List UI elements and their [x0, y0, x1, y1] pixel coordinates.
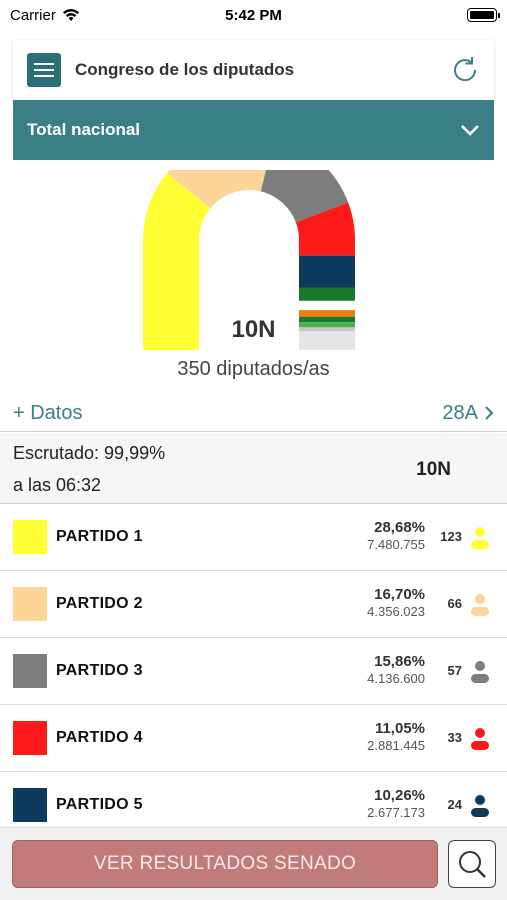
party-seats: 66 [447, 596, 462, 611]
party-votes: 4.356.023 [367, 604, 425, 619]
status-bar: Carrier 5:42 PM [0, 0, 507, 30]
divider [0, 431, 507, 432]
party-percent: 10,26% [374, 787, 425, 804]
party-color-swatch [13, 587, 47, 621]
seat-segment [299, 322, 355, 328]
party-name: PARTIDO 5 [56, 796, 143, 813]
search-button[interactable] [448, 840, 496, 888]
seat-segment [143, 172, 211, 350]
refresh-icon[interactable] [450, 55, 480, 85]
party-votes: 4.136.600 [367, 671, 425, 686]
party-row[interactable]: PARTIDO 1 28,68% 7.480.755 123 [0, 504, 507, 571]
view-senate-results-button[interactable]: VER RESULTADOS SENADO [12, 840, 438, 888]
party-color-swatch [13, 721, 47, 755]
seat-segment [299, 331, 355, 350]
more-data-link[interactable]: + Datos [13, 401, 83, 424]
party-seats: 57 [447, 663, 462, 678]
divider [0, 503, 507, 504]
person-icon [471, 728, 489, 750]
total-seats-label: 350 diputados/as [177, 358, 330, 380]
person-icon [471, 795, 489, 817]
scrutiny-election-tag: 10N [416, 459, 451, 480]
scrutiny-time: a las 06:32 [13, 475, 102, 495]
party-seats: 24 [447, 797, 462, 812]
seat-segment [299, 300, 355, 311]
carrier-label: Carrier [10, 6, 56, 24]
seat-segment [299, 310, 355, 317]
election-label: 10N [231, 316, 276, 343]
seat-segment [299, 316, 355, 323]
party-row[interactable]: PARTIDO 3 15,86% 4.136.600 57 [0, 638, 507, 705]
previous-election-link[interactable]: 28A [442, 402, 494, 425]
seats-arc-chart [143, 170, 355, 350]
party-votes: 2.677.173 [367, 805, 425, 820]
chevron-right-icon [485, 406, 494, 420]
seat-segment [166, 170, 267, 209]
scrutiny-percent: Escrutado: 99,99% [13, 443, 166, 463]
party-name: PARTIDO 1 [56, 528, 143, 545]
scrutiny-panel: Escrutado: 99,99% a las 06:32 10N [0, 433, 507, 503]
search-icon [459, 851, 486, 878]
party-percent: 16,70% [374, 586, 425, 603]
party-color-swatch [13, 654, 47, 688]
party-row[interactable]: PARTIDO 4 11,05% 2.881.445 33 [0, 705, 507, 772]
party-seats: 123 [440, 529, 462, 544]
menu-icon[interactable] [27, 53, 61, 87]
party-name: PARTIDO 4 [56, 729, 143, 746]
page-title: Congreso de los diputados [75, 60, 295, 79]
seat-segment [295, 202, 355, 256]
party-seats: 33 [447, 730, 462, 745]
battery-icon [467, 8, 500, 22]
seat-segment [299, 255, 355, 288]
region-label: Total nacional [27, 120, 141, 139]
party-name: PARTIDO 3 [56, 662, 143, 679]
bottom-bar: VER RESULTADOS SENADO [0, 827, 507, 900]
region-select[interactable]: Total nacional [13, 100, 494, 160]
party-color-swatch [13, 520, 47, 554]
chevron-down-icon [461, 125, 479, 136]
party-row[interactable]: PARTIDO 2 16,70% 4.356.023 66 [0, 571, 507, 638]
person-icon [471, 661, 489, 683]
party-percent: 28,68% [374, 519, 425, 536]
person-icon [471, 594, 489, 616]
seat-segment [260, 170, 349, 223]
party-name: PARTIDO 2 [56, 595, 143, 612]
party-color-swatch [13, 788, 47, 822]
party-percent: 15,86% [374, 653, 425, 670]
links-row: + Datos 28A [13, 398, 494, 428]
previous-election-label: 28A [442, 401, 478, 424]
app-header: Congreso de los diputados [13, 40, 494, 100]
party-percent: 11,05% [374, 720, 425, 737]
wifi-icon [62, 9, 79, 21]
seat-segment [299, 287, 355, 301]
person-icon [471, 527, 489, 549]
party-votes: 2.881.445 [367, 738, 425, 753]
seat-segment [299, 327, 355, 332]
party-votes: 7.480.755 [367, 537, 425, 552]
seats-chart [0, 170, 507, 385]
